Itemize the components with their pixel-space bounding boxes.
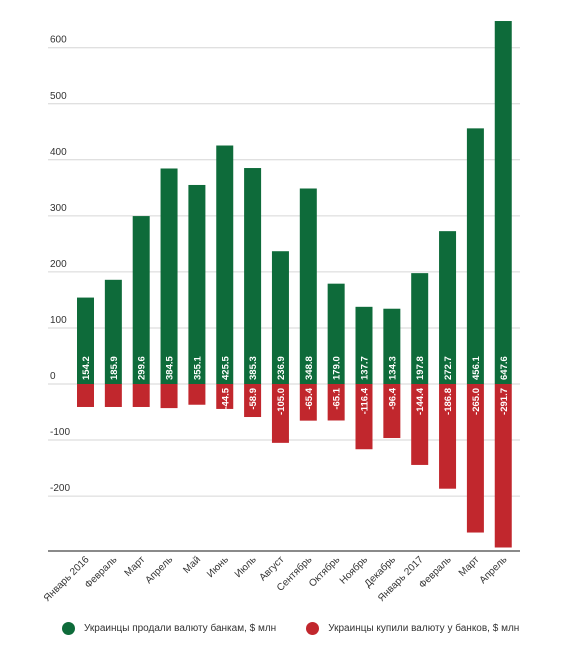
y-tick-label: 0 (50, 371, 56, 382)
y-tick-label: 500 (50, 91, 67, 102)
value-label-sold: 134.3 (387, 356, 398, 380)
bar-sold (77, 297, 94, 384)
x-tick-label: Март (123, 554, 148, 579)
value-label-sold: 647.6 (499, 356, 510, 380)
x-tick-label: Апрель (143, 554, 175, 586)
value-label-bought: -65.4 (304, 387, 315, 409)
value-label-sold: 236.9 (276, 356, 287, 380)
bar-bought (466, 384, 484, 533)
value-label-bought: -144.4 (415, 387, 426, 415)
bar-bought (216, 384, 234, 409)
bar-sold (299, 188, 317, 384)
value-label-sold: 348.8 (304, 356, 315, 380)
y-tick-label: -200 (50, 483, 70, 494)
x-tick-label: Май (181, 554, 203, 576)
value-label-bought: -291.7 (499, 388, 510, 415)
bar-sold (383, 308, 401, 384)
bar-bought (439, 384, 457, 489)
bar-bought (355, 384, 373, 450)
value-label-sold: 355.1 (192, 356, 203, 380)
legend-label-sold: Украинцы продали валюту банкам, $ млн (84, 623, 277, 634)
legend: Украинцы продали валюту банкам, $ млн Ук… (62, 622, 549, 635)
legend-swatch-green (62, 622, 75, 635)
value-label-bought: -96.4 (387, 387, 398, 409)
value-label-sold: 197.8 (415, 356, 426, 380)
legend-item-bought: Украинцы купили валюту у банков, $ млн (306, 622, 519, 635)
bar-sold (411, 273, 429, 384)
bar-sold (244, 168, 262, 384)
bar-sold (466, 128, 484, 384)
bar-sold (160, 168, 178, 384)
value-label-sold: 137.7 (360, 356, 371, 380)
value-label-bought: -58.9 (248, 388, 259, 410)
value-label-sold: 154.2 (81, 356, 92, 380)
bar-sold (271, 251, 289, 384)
bar-bought (132, 384, 150, 407)
legend-swatch-red (306, 622, 320, 635)
bar-sold (104, 279, 122, 384)
bar-bought (77, 384, 94, 407)
bar-bought (411, 384, 429, 465)
value-label-bought: -105.0 (276, 388, 287, 415)
bar-sold (355, 306, 373, 384)
x-tick-label: Март (457, 554, 482, 579)
value-label-bought: -265.0 (471, 388, 482, 415)
bar-bought (160, 384, 178, 409)
x-tick-label: Апрель (478, 554, 510, 586)
legend-label-bought: Украинцы купили валюту у банков, $ млн (328, 623, 520, 634)
value-label-sold: 299.6 (137, 356, 148, 380)
bar-bought (104, 384, 122, 407)
value-label-bought: -116.4 (360, 387, 371, 414)
bar-bought (188, 384, 206, 405)
y-tick-label: 100 (50, 315, 67, 326)
y-tick-label: 400 (50, 147, 67, 158)
bar-bought (383, 384, 401, 439)
bar-bought (244, 384, 262, 418)
bar-bought (271, 384, 289, 443)
y-tick-label: 300 (50, 203, 67, 214)
bar-bought (494, 384, 512, 548)
y-tick-label: 200 (50, 259, 67, 270)
bar-sold (216, 145, 234, 384)
x-tick-label: Январь 2016 (42, 554, 92, 604)
bar-sold (132, 216, 150, 384)
bar-sold (327, 283, 345, 384)
value-label-sold: 272.7 (443, 356, 454, 380)
legend-item-sold: Украинцы продали валюту банкам, $ млн (62, 622, 276, 635)
bar-bought (327, 384, 345, 421)
x-tick-label: Июль (233, 554, 259, 580)
bar-sold (494, 21, 512, 384)
value-label-sold: 385.3 (248, 356, 259, 380)
value-label-bought: -186.8 (443, 388, 454, 415)
y-tick-label: 600 (50, 35, 67, 46)
x-tick-label: Октябрь (306, 554, 342, 590)
bar-sold (439, 231, 457, 384)
value-label-bought: -65.1 (332, 387, 343, 409)
y-tick-label: -100 (50, 427, 70, 438)
value-label-sold: 185.9 (109, 356, 120, 380)
value-label-bought: -44.5 (220, 387, 231, 409)
x-tick-label: Июнь (205, 554, 231, 580)
value-label-sold: 179.0 (332, 356, 343, 380)
value-label-sold: 456.1 (471, 356, 482, 380)
value-label-sold: 425.5 (220, 356, 231, 380)
bar-sold (188, 184, 206, 384)
value-label-sold: 384.5 (165, 356, 176, 380)
bar-bought (299, 384, 317, 421)
